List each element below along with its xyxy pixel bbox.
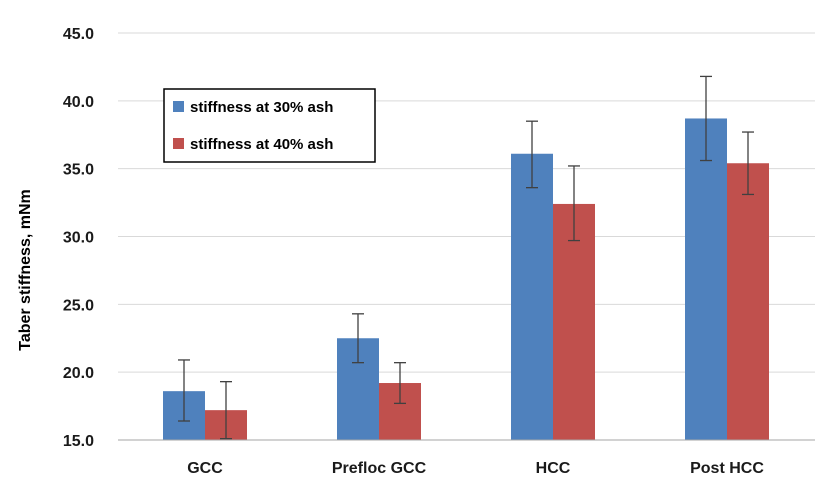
y-tick-label: 25.0	[63, 297, 94, 314]
x-tick-label: GCC	[187, 460, 223, 477]
y-axis-title: Taber stiffness, mNm	[17, 189, 34, 351]
legend-swatch-40-ash	[173, 138, 184, 149]
bar	[553, 203, 595, 440]
x-tick-label: Prefloc GCC	[332, 460, 427, 477]
legend-label-40-ash: stiffness at 40% ash	[190, 136, 333, 153]
y-tick-label: 45.0	[63, 26, 94, 43]
legend-swatch-30-ash	[173, 101, 184, 112]
bar	[727, 163, 769, 441]
error-bars	[178, 75, 754, 440]
y-tick-label: 40.0	[63, 94, 94, 111]
bar	[511, 153, 553, 440]
bars	[163, 118, 769, 441]
bar	[685, 118, 727, 440]
y-tick-label: 15.0	[63, 433, 94, 450]
x-tick-label: HCC	[536, 460, 571, 477]
x-tick-label: Post HCC	[690, 460, 764, 477]
y-tick-label: 20.0	[63, 365, 94, 382]
y-tick-label: 30.0	[63, 230, 94, 247]
legend-box	[163, 88, 376, 163]
legend: stiffness at 30% ash stiffness at 40% as…	[163, 88, 376, 163]
y-tick-label: 35.0	[63, 162, 94, 179]
x-axis-ticks: GCC Prefloc GCC HCC Post HCC	[187, 460, 764, 477]
y-axis-ticks: 15.0 20.0 25.0 30.0 35.0 40.0 45.0	[63, 26, 94, 450]
legend-label-30-ash: stiffness at 30% ash	[190, 99, 333, 116]
